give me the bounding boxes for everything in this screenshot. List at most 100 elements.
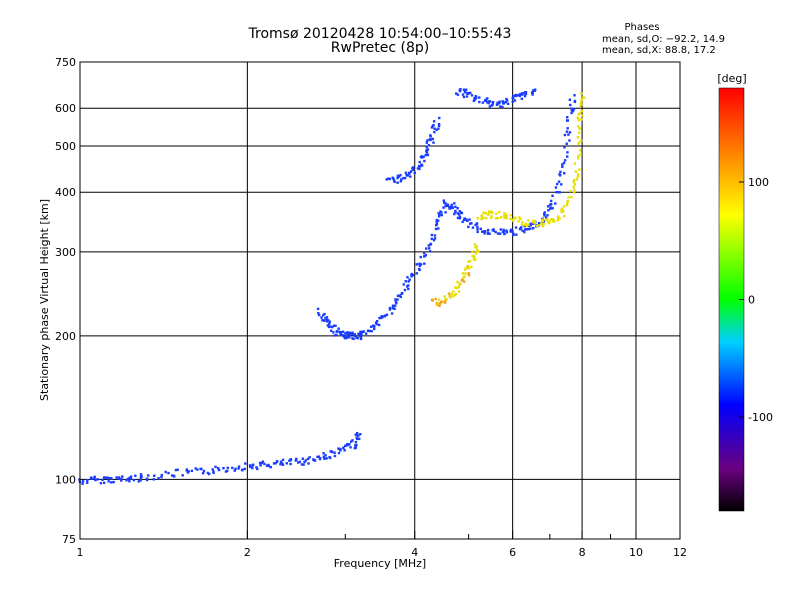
data-point: [454, 205, 457, 209]
data-point: [465, 95, 469, 98]
data-point: [438, 304, 441, 308]
data-point: [78, 478, 81, 481]
data-point: [393, 180, 396, 184]
data-point: [546, 205, 550, 208]
data-point: [444, 300, 447, 303]
data-point: [322, 319, 326, 322]
data-point: [129, 477, 133, 480]
data-point: [505, 231, 509, 234]
data-point: [462, 276, 465, 279]
data-point: [461, 272, 465, 275]
data-point: [579, 103, 583, 106]
data-point: [251, 466, 254, 470]
data-point: [427, 144, 431, 147]
data-point: [458, 215, 462, 219]
data-point: [577, 131, 581, 134]
data-point: [525, 228, 528, 231]
data-point: [562, 161, 566, 165]
data-point: [294, 458, 298, 462]
data-point: [117, 476, 121, 479]
data-point: [519, 92, 522, 96]
data-point: [281, 458, 285, 462]
data-point: [509, 217, 512, 221]
data-point: [104, 476, 107, 480]
data-point: [429, 138, 432, 142]
x-tick-label: 2: [244, 546, 251, 559]
data-point: [454, 292, 457, 296]
data-point: [432, 124, 435, 127]
data-point: [573, 183, 576, 186]
data-point: [399, 180, 403, 183]
data-point: [107, 480, 110, 483]
data-point: [577, 154, 580, 158]
data-point: [498, 101, 501, 105]
data-point: [85, 481, 89, 484]
data-point: [575, 178, 579, 181]
data-point: [481, 101, 485, 104]
data-point: [549, 199, 553, 203]
data-point: [505, 229, 508, 232]
data-point: [348, 336, 351, 339]
data-point: [456, 207, 459, 210]
data-point: [517, 93, 520, 97]
data-point: [433, 130, 436, 134]
data-point: [477, 250, 480, 253]
data-point: [495, 212, 498, 216]
data-point: [448, 206, 451, 210]
data-point: [578, 149, 582, 152]
data-point: [181, 474, 184, 477]
data-point: [566, 151, 569, 154]
data-point: [231, 466, 234, 470]
data-point: [541, 218, 544, 221]
data-point: [355, 436, 358, 439]
data-point: [354, 441, 358, 444]
data-point: [535, 224, 539, 228]
data-point: [255, 466, 258, 469]
data-point: [435, 222, 439, 226]
x-tick-label: 1: [77, 546, 84, 559]
data-point: [354, 446, 357, 449]
data-point: [437, 122, 441, 126]
data-point: [325, 457, 328, 460]
data-point: [407, 287, 410, 291]
data-point: [435, 220, 438, 224]
data-point: [388, 308, 392, 311]
data-point: [509, 213, 512, 217]
data-point: [442, 206, 445, 209]
data-point: [226, 466, 229, 470]
data-point: [438, 302, 442, 305]
data-point: [211, 468, 214, 471]
data-point: [470, 265, 473, 269]
data-point: [461, 220, 464, 224]
data-point: [418, 160, 421, 164]
data-point: [491, 103, 494, 106]
data-point: [404, 171, 408, 175]
data-point: [385, 313, 389, 317]
data-point: [537, 224, 540, 227]
data-point: [393, 307, 396, 311]
data-point: [338, 330, 341, 334]
data-point: [329, 329, 333, 332]
data-point: [400, 178, 403, 181]
data-point: [474, 251, 478, 254]
data-point: [563, 159, 567, 162]
data-point: [579, 101, 583, 105]
data-point: [577, 118, 580, 122]
data-point: [356, 434, 360, 437]
data-point: [433, 234, 437, 237]
data-point: [546, 218, 549, 221]
data-point: [580, 98, 583, 102]
data-point: [496, 102, 500, 105]
data-point: [498, 100, 501, 103]
data-point: [391, 304, 395, 307]
data-point: [562, 210, 565, 213]
data-point: [402, 283, 405, 286]
data-point: [533, 221, 536, 225]
data-point: [446, 204, 449, 208]
data-point: [562, 215, 566, 218]
data-point: [317, 455, 321, 458]
data-point: [554, 186, 558, 189]
data-point: [349, 446, 352, 449]
data-point: [496, 216, 500, 220]
data-point: [465, 88, 468, 91]
